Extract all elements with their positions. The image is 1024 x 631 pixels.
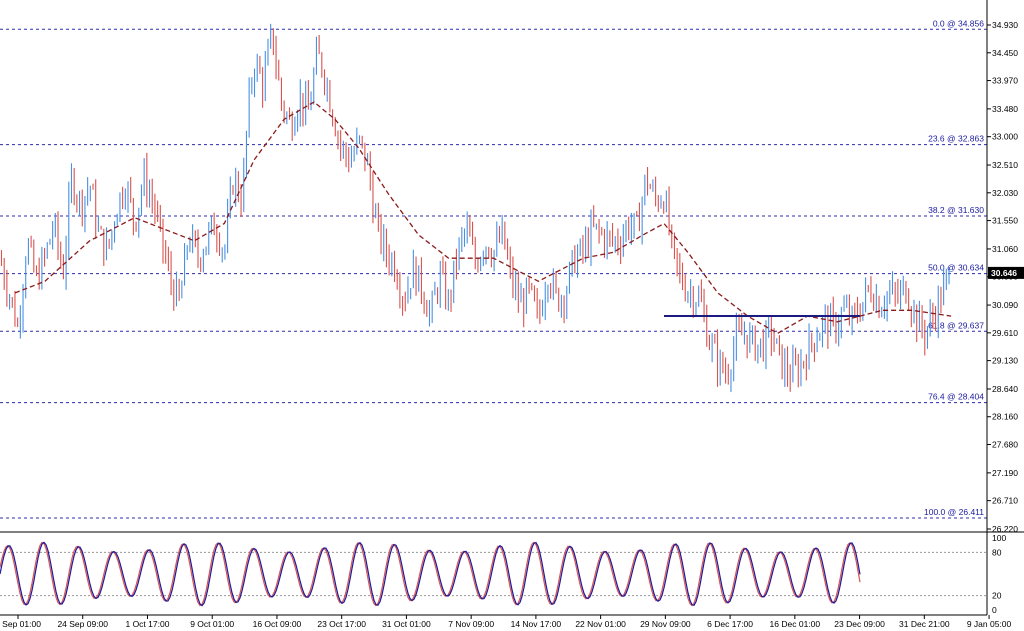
time-tick-label: 22 Nov 01:00	[575, 619, 626, 629]
price-tick-label: 31.550	[992, 216, 1018, 226]
oscillator-tick-label: 20	[992, 591, 1002, 601]
time-tick-label: 7 Sep 01:00	[0, 619, 41, 629]
fib-level-label: 38.2 @ 31.630	[928, 205, 984, 215]
time-tick-label: 23 Oct 17:00	[317, 619, 366, 629]
current-price-label: 30.646	[991, 268, 1017, 278]
fib-level-label: 23.6 @ 32.863	[928, 134, 984, 144]
current-price-badge	[988, 266, 1024, 279]
oscillator-panel	[0, 541, 987, 607]
time-tick-label: 1 Oct 17:00	[125, 619, 169, 629]
time-tick-label: 6 Dec 17:00	[707, 619, 753, 629]
price-tick-label: 26.710	[992, 496, 1018, 506]
price-tick-label: 28.160	[992, 412, 1018, 422]
price-tick-label: 29.610	[992, 328, 1018, 338]
oscillator-tick-label: 100	[992, 533, 1006, 543]
oscillator-tick-label: 80	[992, 547, 1002, 557]
price-tick-label: 32.030	[992, 188, 1018, 198]
time-tick-label: 7 Nov 09:00	[448, 619, 494, 629]
time-tick-label: 14 Nov 17:00	[511, 619, 562, 629]
time-tick-label: 9 Jan 05:00	[967, 619, 1012, 629]
price-tick-label: 27.680	[992, 440, 1018, 450]
time-tick-label: 16 Oct 09:00	[253, 619, 302, 629]
fib-level-label: 50.0 @ 30.634	[928, 263, 984, 273]
time-tick-label: 29 Nov 09:00	[640, 619, 691, 629]
fib-level-label: 100.0 @ 26.411	[924, 507, 984, 517]
price-tick-label: 33.000	[992, 132, 1018, 142]
time-tick-label: 24 Sep 09:00	[57, 619, 108, 629]
oscillator-tick-label: 0	[992, 605, 997, 615]
price-tick-label: 31.060	[992, 244, 1018, 254]
price-tick-label: 33.480	[992, 104, 1018, 114]
fib-level-label: 76.4 @ 28.404	[928, 392, 984, 402]
stochastic-main-line	[0, 541, 861, 607]
price-tick-label: 30.090	[992, 300, 1018, 310]
fib-level-label: 61.8 @ 29.637	[928, 320, 984, 330]
time-tick-label: 9 Oct 01:00	[190, 619, 234, 629]
price-tick-label: 34.930	[992, 20, 1018, 30]
time-tick-label: 31 Dec 21:00	[899, 619, 950, 629]
price-tick-label: 34.450	[992, 48, 1018, 58]
time-tick-label: 16 Dec 01:00	[770, 619, 821, 629]
price-tick-label: 28.640	[992, 384, 1018, 394]
price-tick-label: 33.970	[992, 76, 1018, 86]
price-tick-label: 26.220	[992, 524, 1018, 534]
time-tick-label: 23 Dec 09:00	[834, 619, 885, 629]
price-tick-label: 29.130	[992, 356, 1018, 366]
price-panel: 0.0 @ 34.856 23.6 @ 32.863 38.2 @ 31.630 50…	[0, 18, 987, 519]
time-tick-label: 31 Oct 01:00	[382, 619, 431, 629]
price-tick-label: 32.510	[992, 160, 1018, 170]
fib-level-label: 0.0 @ 34.856	[933, 18, 984, 28]
moving-average-line	[14, 101, 952, 335]
price-tick-label: 27.190	[992, 468, 1018, 478]
